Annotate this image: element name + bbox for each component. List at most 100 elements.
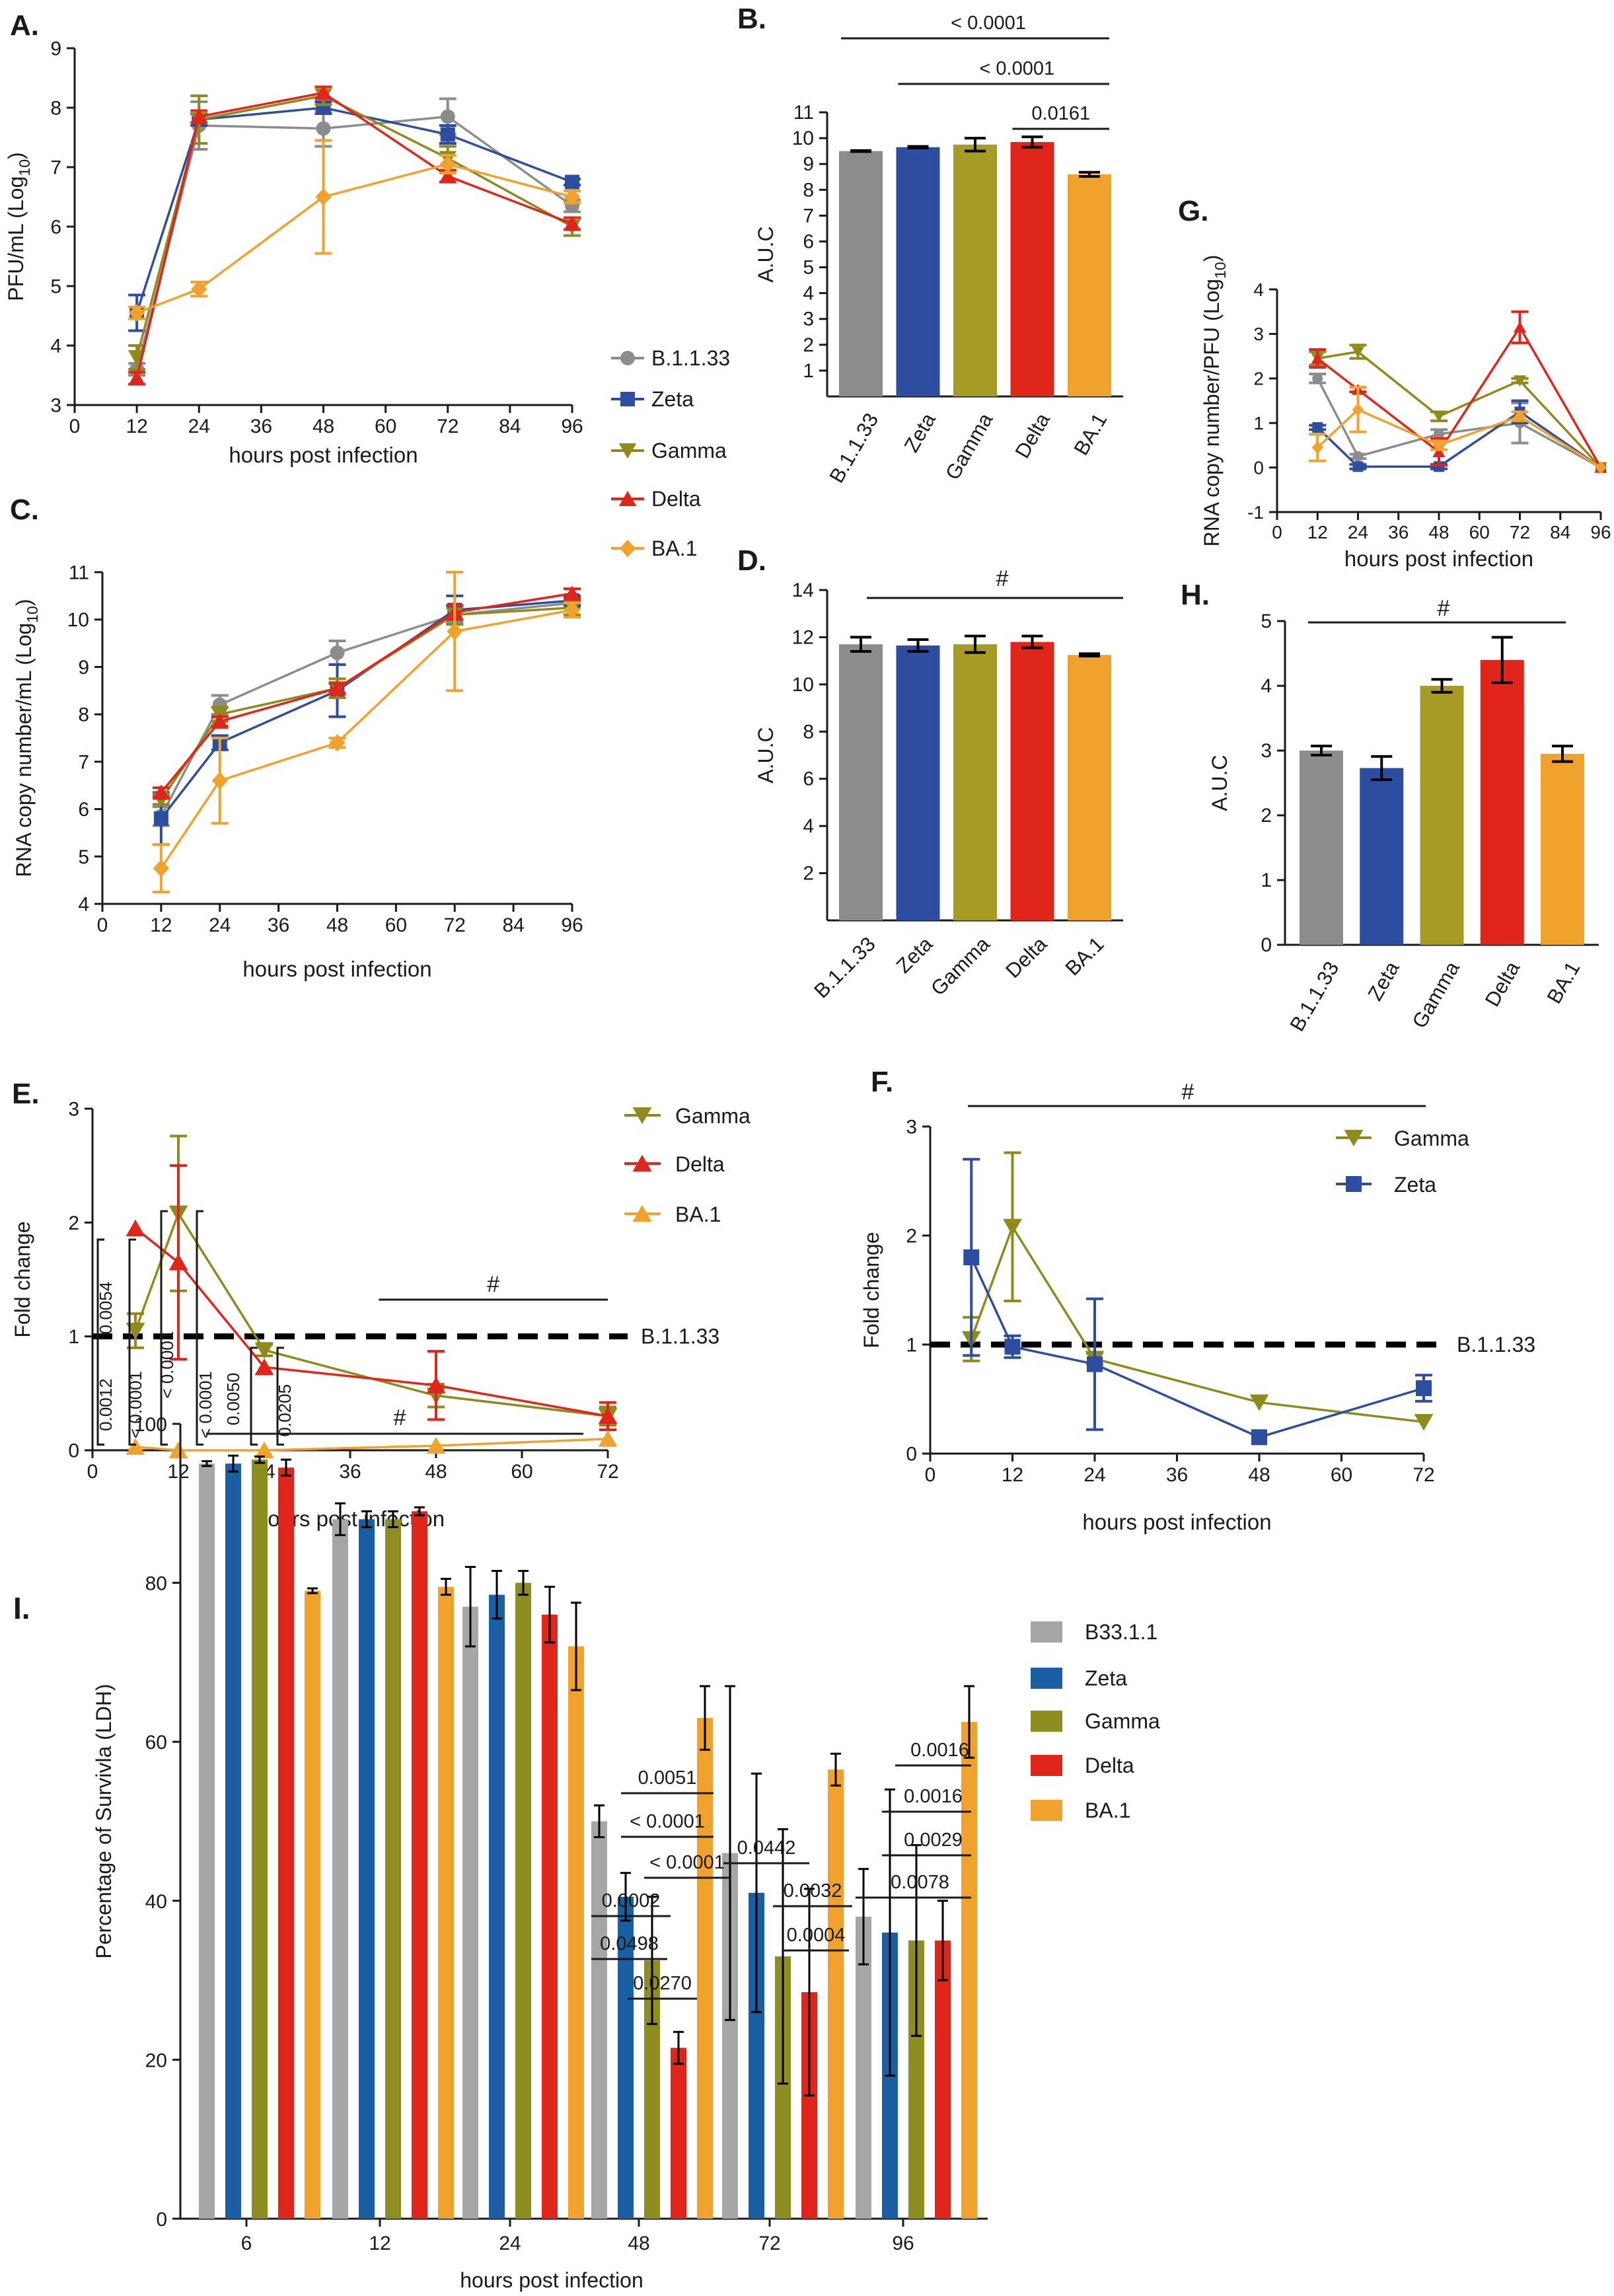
data-point [440, 127, 455, 142]
y-tick-label: 8 [803, 721, 814, 743]
legend-label: Zeta [1085, 1666, 1127, 1690]
p-value: 0.0078 [891, 1872, 949, 1893]
data-point [1513, 321, 1527, 333]
legend-label: Delta [675, 1152, 725, 1176]
x-tick-label: 72 [758, 2233, 780, 2254]
y-tick-label: 2 [803, 334, 814, 356]
y-tick-label: 2 [1261, 805, 1272, 827]
bar [671, 2048, 686, 2219]
data-point [1351, 346, 1365, 358]
x-tick-label: 12 [1002, 1464, 1023, 1486]
bar [953, 144, 997, 396]
x-tick-label: 96 [1590, 522, 1611, 542]
p-value: 0.0498 [600, 1933, 659, 1954]
x-tick-label: 96 [892, 2233, 914, 2254]
data-point [211, 713, 229, 729]
legend-label: Zeta [651, 387, 694, 411]
bar [856, 1916, 871, 2219]
bar [1420, 686, 1464, 945]
data-point [254, 1358, 274, 1376]
category-label: B.1.1.33 [809, 932, 879, 1002]
p-value: < 0.0001 [196, 1371, 215, 1438]
category-label: B.1.1.33 [1285, 957, 1343, 1035]
data-point [168, 1441, 188, 1458]
y-tick-label: 2 [1253, 369, 1264, 389]
y-axis-title-subscript: 10 [1212, 262, 1229, 279]
y-tick-label: 4 [803, 283, 814, 305]
p-value: 0.0205 [275, 1384, 295, 1437]
y-axis-title-main: Percentage of Survivla (LDH) [92, 1684, 116, 1958]
x-tick-label: 72 [437, 416, 459, 437]
y-axis-title-main: A.U.C [754, 727, 778, 783]
p-value: < 0.0001 [649, 1852, 725, 1873]
p-value: < 0.0001 [630, 1811, 705, 1832]
series-line [970, 1224, 1424, 1423]
data-point [563, 215, 581, 231]
bar [489, 1594, 505, 2219]
legend-label: Delta [651, 487, 701, 511]
series-ba1 [1309, 386, 1607, 474]
y-tick-label: 5 [78, 846, 89, 868]
x-tick-label: 96 [561, 914, 583, 936]
data-point [1087, 1356, 1103, 1372]
data-point [598, 1407, 618, 1425]
significance-hash: # [487, 1272, 499, 1297]
legend-marker [618, 443, 637, 459]
data-point [447, 622, 463, 640]
y-tick-label: 3 [803, 309, 814, 330]
p-value: 0.0032 [784, 1880, 842, 1902]
y-tick-label: 9 [78, 657, 89, 679]
y-tick-label: 9 [803, 153, 814, 175]
y-tick-label: 2 [906, 1226, 917, 1247]
x-tick-label: 12 [369, 2233, 390, 2254]
data-point [1514, 410, 1526, 423]
category-label: B.1.1.33 [825, 409, 883, 487]
legend-swatch [1031, 1668, 1062, 1689]
bar [697, 1718, 713, 2219]
series-zeta [1309, 399, 1606, 473]
bar [953, 644, 997, 920]
y-axis-title: RNA copy number/mL (Log10) [12, 599, 41, 877]
x-tick-label: 60 [385, 914, 407, 936]
p-value: 0.0029 [904, 1830, 963, 1851]
y-tick-label: 10 [792, 128, 814, 149]
y-axis-title-close: ) [12, 599, 36, 606]
x-axis-title: hours post infection [1082, 1510, 1271, 1534]
data-point [439, 155, 456, 173]
panel-letter: G. [1178, 195, 1208, 227]
y-axis-title: A.U.C [754, 226, 778, 282]
bracket [96, 1238, 104, 1446]
data-point [254, 1342, 274, 1359]
panel-h: H. 0 1 2 3 4 5 A.U.C B.1.1.33 Zeta Gamma Delta BA.1 # [1181, 579, 1599, 1035]
legend-marker [1344, 1130, 1364, 1147]
x-axis-title: hours post infection [229, 443, 418, 467]
data-point [126, 1323, 145, 1340]
y-tick-label: 0 [1253, 457, 1264, 478]
y-tick-label: 8 [50, 98, 61, 120]
x-axis-title: hours post infection [242, 957, 431, 981]
category-label: Gamma [1408, 957, 1465, 1033]
p-value: < 0.0001 [157, 1331, 177, 1399]
y-tick-label: 6 [803, 768, 814, 790]
data-point [1312, 373, 1323, 384]
category-label: Gamma [941, 409, 998, 484]
y-tick-label: 7 [803, 205, 814, 227]
bar [839, 644, 883, 920]
y-tick-label: 20 [145, 2050, 167, 2071]
x-tick-label: 0 [69, 416, 81, 437]
p-value: 0.0002 [602, 1890, 661, 1911]
y-axis-title-main: A.U.C [1208, 755, 1231, 811]
y-tick-label: 0 [906, 1444, 917, 1465]
bar [935, 1940, 951, 2219]
data-point [1432, 411, 1446, 422]
y-tick-label: 3 [906, 1117, 917, 1138]
x-tick-label: 84 [1550, 522, 1570, 542]
y-tick-label: 14 [792, 579, 814, 601]
y-tick-label: 4 [50, 336, 61, 357]
y-axis-title: Fold change [860, 1232, 883, 1348]
x-tick-label: 48 [1248, 1464, 1270, 1486]
category-label: BA.1 [1070, 409, 1112, 459]
p-value: 0.0270 [633, 1973, 692, 1994]
